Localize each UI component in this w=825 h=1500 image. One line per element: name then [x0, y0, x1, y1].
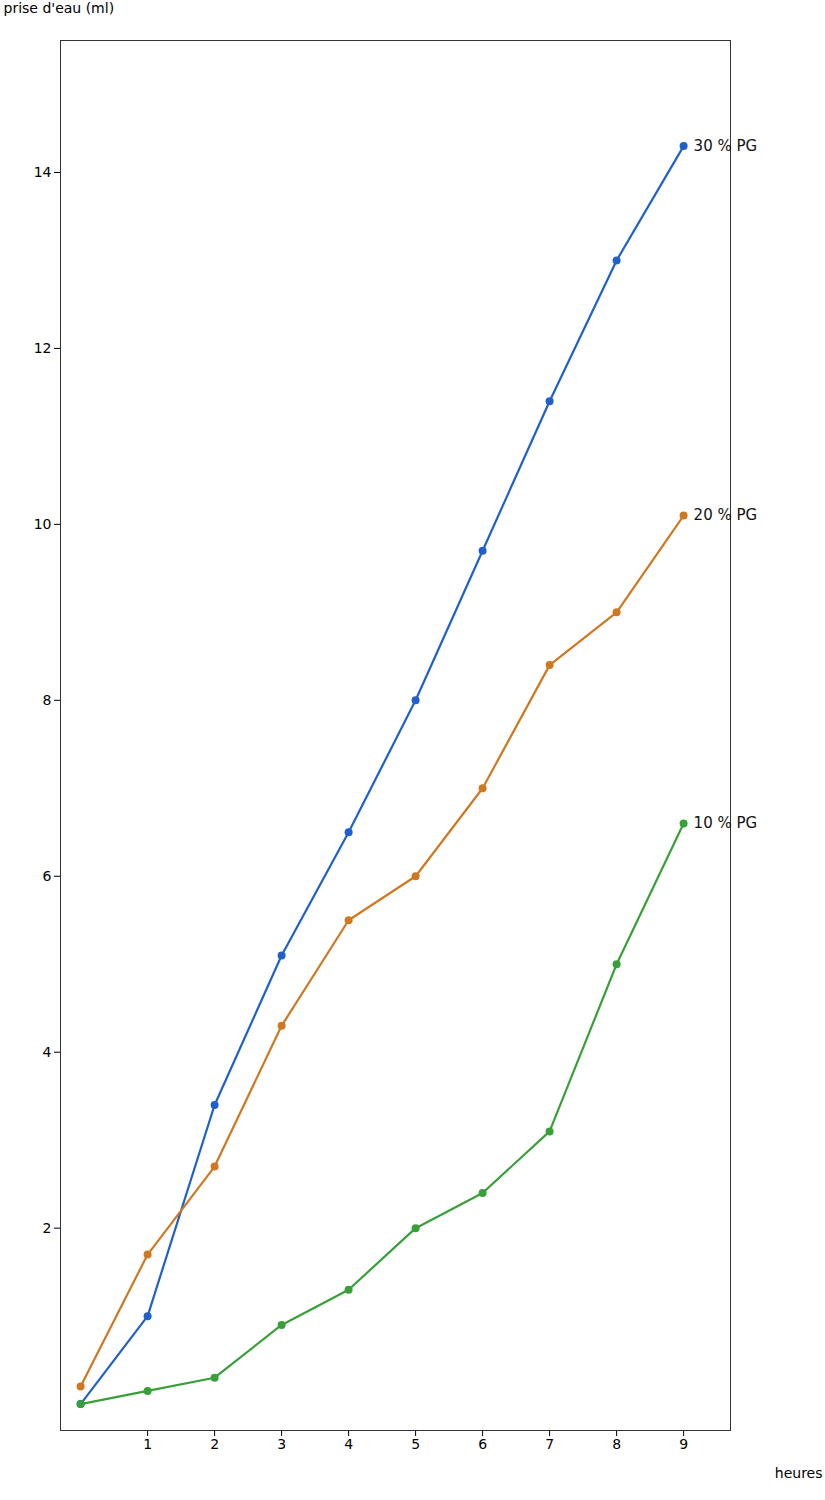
- svg-text:6: 6: [478, 1436, 487, 1452]
- svg-text:12: 12: [34, 340, 52, 356]
- svg-text:6: 6: [43, 868, 52, 884]
- svg-text:4: 4: [43, 1044, 52, 1060]
- svg-text:20 % PG: 20 % PG: [694, 506, 758, 524]
- svg-text:4: 4: [344, 1436, 353, 1452]
- svg-text:1: 1: [143, 1436, 152, 1452]
- svg-text:10: 10: [34, 516, 52, 532]
- svg-text:8: 8: [612, 1436, 621, 1452]
- svg-text:9: 9: [679, 1436, 688, 1452]
- svg-text:7: 7: [545, 1436, 554, 1452]
- svg-text:8: 8: [43, 692, 52, 708]
- svg-text:3: 3: [277, 1436, 286, 1452]
- svg-text:prise d'eau (ml): prise d'eau (ml): [4, 0, 115, 16]
- svg-text:2: 2: [43, 1220, 52, 1236]
- svg-text:heures: heures: [775, 1465, 823, 1481]
- svg-text:30 % PG: 30 % PG: [694, 137, 758, 155]
- svg-text:2: 2: [210, 1436, 219, 1452]
- svg-text:5: 5: [411, 1436, 420, 1452]
- svg-text:14: 14: [34, 164, 52, 180]
- svg-text:10 % PG: 10 % PG: [694, 814, 758, 832]
